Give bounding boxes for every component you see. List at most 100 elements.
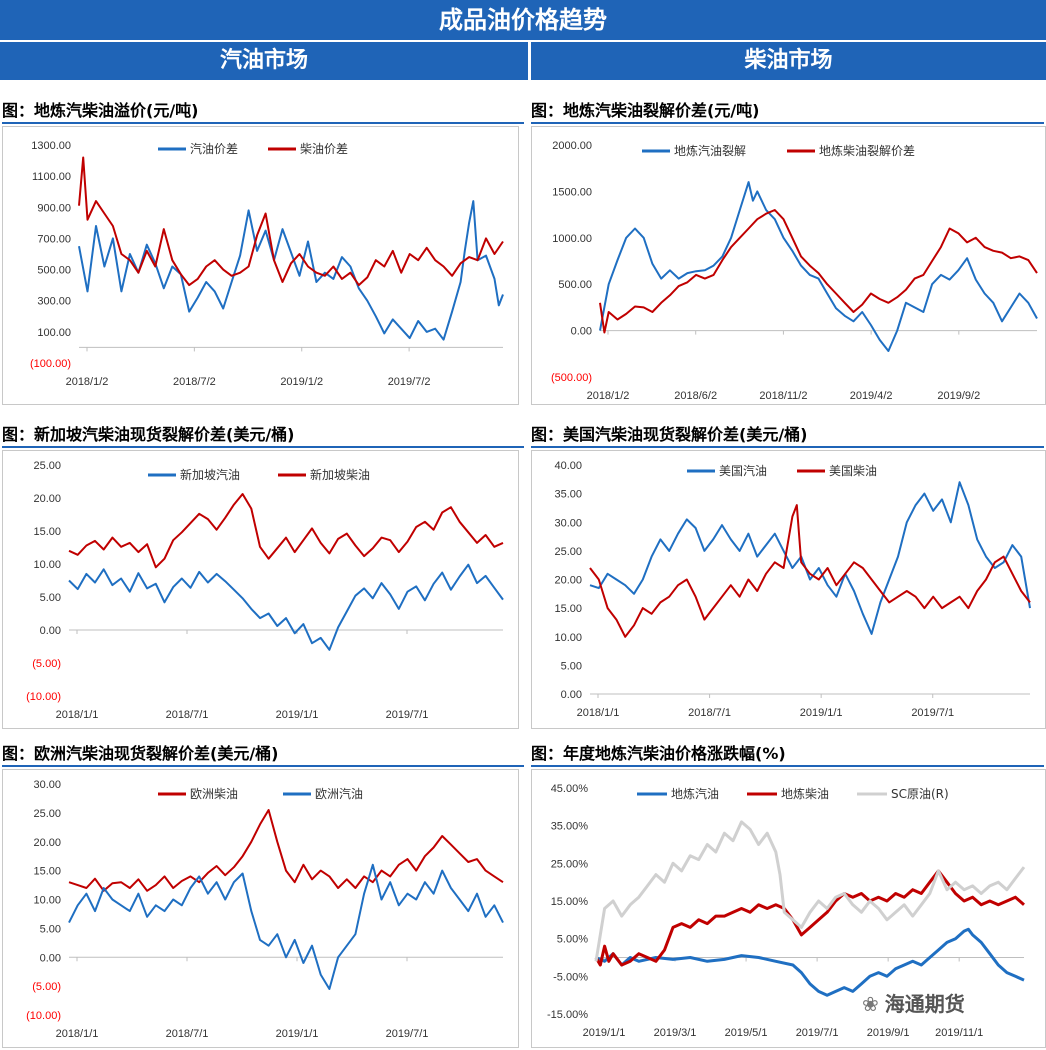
y-tick-label: 0.00 <box>40 952 61 964</box>
y-tick-label: 15.00% <box>551 896 589 908</box>
x-tick-label: 2019/7/1 <box>796 1027 839 1039</box>
y-tick-label: 0.00 <box>571 326 592 338</box>
series-line <box>589 504 1031 638</box>
y-tick-label: (100.00) <box>30 358 71 370</box>
chart-premium: 1300.00 1100.00 900.00 700.00 500.00 300.00 10… <box>30 140 504 388</box>
y-tick-label: 0.00 <box>40 625 61 637</box>
y-tick-label: 0.00 <box>561 689 582 701</box>
y-tick-label: 25.00 <box>33 460 61 472</box>
y-tick-label: 40.00 <box>554 460 582 472</box>
y-tick-label: 1500.00 <box>552 186 592 198</box>
series-line <box>594 820 1026 962</box>
x-tick-label: 2019/9/2 <box>937 390 980 402</box>
y-tick-label: (5.00) <box>32 658 61 670</box>
section-title-diesel: 柴油市场 <box>531 42 1046 80</box>
x-tick-label: 2018/1/2 <box>66 376 109 388</box>
y-tick-label: 700.00 <box>37 233 71 245</box>
x-tick-label: 2018/6/2 <box>674 390 717 402</box>
y-tick-label: 1100.00 <box>32 171 71 183</box>
chart-yearly: 45.00% 35.00% 25.00% 15.00% 5.00% -5.00% -15.0… <box>547 783 1026 1039</box>
y-tick-label: 25.00% <box>551 858 589 870</box>
x-tick-label: 2018/11/2 <box>759 390 807 402</box>
y-tick-label: (10.00) <box>26 691 61 703</box>
chart-title-local-crack: 图：地炼汽柴油裂解价差(元/吨) <box>531 100 1044 124</box>
chart-eu-crack: 30.00 25.00 20.00 15.00 10.00 5.00 0.00 (5.00) (… <box>26 779 504 1040</box>
series-line <box>599 209 1038 334</box>
legend-label: 地炼柴油裂解价差 <box>819 143 915 158</box>
chart-title-sg-crack: 图：新加坡汽柴油现货裂解价差(美元/桶) <box>2 424 524 448</box>
series-line <box>68 493 504 569</box>
x-tick-label: 2018/7/2 <box>173 376 216 388</box>
y-tick-label: 900.00 <box>37 202 71 214</box>
y-tick-label: 35.00% <box>551 821 589 833</box>
legend-label: 美国柴油 <box>829 464 877 478</box>
series-line <box>595 927 1025 997</box>
x-tick-label: 2019/1/1 <box>276 1028 319 1040</box>
series-line <box>68 809 504 892</box>
series-line <box>589 481 1031 635</box>
y-tick-label: 35.00 <box>554 489 582 501</box>
y-tick-label: 30.00 <box>33 779 61 791</box>
x-tick-label: 2018/1/2 <box>587 390 630 402</box>
page-title: 成品油价格趋势 <box>0 0 1046 40</box>
y-tick-label: 500.00 <box>37 265 71 277</box>
y-tick-label: 10.00 <box>33 895 61 907</box>
y-tick-label: 10.00 <box>554 632 582 644</box>
y-tick-label: 20.00 <box>554 575 582 587</box>
y-tick-label: 10.00 <box>33 559 61 571</box>
legend-label: 柴油价差 <box>300 142 348 156</box>
y-tick-label: 300.00 <box>37 296 71 308</box>
y-tick-label: 5.00% <box>557 934 588 946</box>
chart-panel-sg-crack: 25.00 20.00 15.00 10.00 5.00 0.00 (5.00) (10.00… <box>2 450 519 729</box>
chart-us-crack: 40.00 35.00 30.00 25.00 20.00 15.00 10.00 5.00 0… <box>554 460 1031 719</box>
x-tick-label: 2019/5/1 <box>725 1027 768 1039</box>
x-tick-label: 2019/1/1 <box>276 709 319 721</box>
x-tick-label: 2019/1/1 <box>800 707 843 719</box>
y-tick-label: 5.00 <box>561 660 582 672</box>
legend-label: SC原油(R) <box>891 787 949 801</box>
legend-label: 地炼汽油 <box>671 786 719 801</box>
y-tick-label: 500.00 <box>558 279 592 291</box>
chart-local-crack: 2000.00 1500.00 1000.00 500.00 0.00 (500.00) 2… <box>551 140 1038 402</box>
y-tick-label: (10.00) <box>26 1010 61 1022</box>
x-tick-label: 2019/7/1 <box>386 1028 429 1040</box>
legend-label: 地炼汽油裂解 <box>674 143 746 158</box>
x-tick-label: 2018/7/1 <box>166 1028 209 1040</box>
x-tick-label: 2018/1/1 <box>577 707 620 719</box>
series-line <box>68 863 504 990</box>
y-tick-label: 1300.00 <box>31 140 71 152</box>
y-tick-label: 100.00 <box>37 327 71 339</box>
legend-label: 新加坡柴油 <box>310 467 370 482</box>
y-tick-label: -15.00% <box>547 1009 588 1021</box>
x-tick-label: 2018/7/1 <box>166 709 209 721</box>
x-tick-label: 2019/9/1 <box>867 1027 910 1039</box>
chart-panel-yearly: 45.00% 35.00% 25.00% 15.00% 5.00% -5.00% -15.0… <box>531 769 1046 1048</box>
y-tick-label: 15.00 <box>33 526 61 538</box>
legend-label: 欧洲汽油 <box>315 786 363 801</box>
series-line <box>599 181 1038 352</box>
y-tick-label: 25.00 <box>33 808 61 820</box>
chart-panel-eu-crack: 30.00 25.00 20.00 15.00 10.00 5.00 0.00 (5.00) (… <box>2 769 519 1048</box>
y-tick-label: 20.00 <box>33 493 61 505</box>
chart-title-yearly: 图：年度地炼汽柴油价格涨跌幅(%) <box>531 743 1044 767</box>
x-tick-label: 2019/3/1 <box>654 1027 697 1039</box>
y-tick-label: 45.00% <box>551 783 589 795</box>
chart-sg-crack: 25.00 20.00 15.00 10.00 5.00 0.00 (5.00) (10.00… <box>26 460 504 721</box>
y-tick-label: 20.00 <box>33 837 61 849</box>
chart-title-eu-crack: 图：欧洲汽柴油现货裂解价差(美元/桶) <box>2 743 524 767</box>
chart-panel-us-crack: 40.00 35.00 30.00 25.00 20.00 15.00 10.00 5.00 0… <box>531 450 1046 729</box>
x-tick-label: 2019/4/2 <box>850 390 893 402</box>
y-tick-label: -5.00% <box>553 971 588 983</box>
section-title-gasoline: 汽油市场 <box>0 42 528 80</box>
y-tick-label: (500.00) <box>551 372 592 384</box>
chart-panel-local-crack: 2000.00 1500.00 1000.00 500.00 0.00 (500.00) 2… <box>531 126 1046 405</box>
x-tick-label: 2019/11/1 <box>935 1027 983 1039</box>
y-tick-label: 1000.00 <box>552 233 592 245</box>
y-tick-label: 5.00 <box>40 923 61 935</box>
y-tick-label: 15.00 <box>33 866 61 878</box>
legend-label: 欧洲柴油 <box>190 787 238 801</box>
x-tick-label: 2018/1/1 <box>56 1028 99 1040</box>
chart-panel-premium: 1300.00 1100.00 900.00 700.00 500.00 300.00 10… <box>2 126 519 405</box>
y-tick-label: 2000.00 <box>552 140 592 152</box>
x-tick-label: 2019/7/2 <box>388 376 431 388</box>
